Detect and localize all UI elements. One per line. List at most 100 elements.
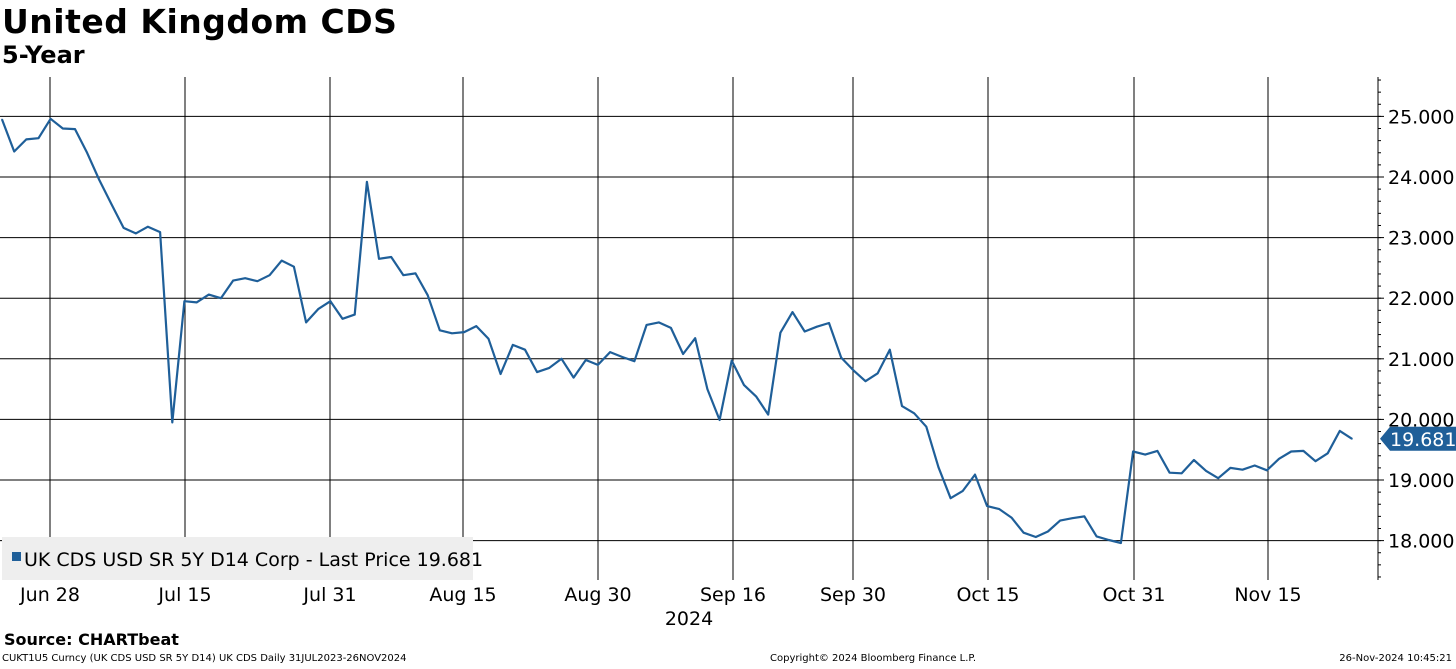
data-point	[268, 274, 271, 277]
y-tick-label: 22.000	[1388, 288, 1454, 310]
data-point	[791, 311, 794, 313]
data-point	[609, 351, 611, 353]
data-point	[122, 227, 125, 229]
data-point	[718, 419, 721, 421]
data-point	[512, 344, 514, 346]
data-point	[25, 138, 28, 141]
data-point	[1071, 517, 1074, 519]
data-point	[280, 259, 283, 262]
y-tick-label: 21.000	[1388, 349, 1454, 371]
x-tick-label: Oct 15	[956, 584, 1019, 606]
data-point	[706, 388, 709, 390]
data-point	[767, 413, 769, 416]
last-value-marker: 19.681	[1380, 426, 1456, 451]
data-point	[317, 308, 320, 310]
data-point	[341, 318, 344, 320]
data-point	[1302, 450, 1305, 452]
data-point	[366, 181, 368, 183]
x-tick-label: Jul 31	[302, 584, 356, 606]
data-point	[1, 118, 3, 121]
data-point	[560, 358, 563, 360]
data-point	[1253, 464, 1256, 467]
data-point	[670, 327, 672, 329]
data-point	[378, 258, 380, 260]
data-point	[779, 331, 782, 334]
data-point	[1351, 438, 1353, 440]
y-tick-label: 20.000	[1388, 409, 1454, 431]
x-tick-label: Sep 30	[820, 584, 886, 606]
legend[interactable]: UK CDS USD SR 5Y D14 Corp - Last Price 1…	[2, 537, 483, 580]
data-point	[1047, 530, 1049, 533]
data-point	[743, 384, 745, 386]
last-value-tag	[1380, 426, 1456, 451]
legend-swatch	[12, 552, 21, 561]
data-point	[949, 497, 952, 500]
data-point	[439, 329, 441, 332]
data-point	[1156, 450, 1159, 452]
data-point	[1314, 460, 1317, 463]
series-layer	[0, 117, 1353, 545]
copyright: Copyright© 2024 Bloomberg Finance L.P.	[770, 653, 977, 664]
data-point	[1022, 531, 1025, 534]
data-point	[329, 300, 332, 303]
data-point	[1193, 459, 1195, 461]
y-tick-label: 25.000	[1388, 106, 1454, 128]
data-point	[816, 325, 818, 328]
data-point	[1180, 472, 1183, 475]
data-point	[524, 348, 526, 351]
data-point	[1144, 453, 1146, 456]
data-point	[426, 294, 429, 297]
data-point	[803, 330, 806, 333]
data-point	[548, 367, 551, 369]
data-point	[1095, 535, 1098, 538]
data-point	[658, 321, 660, 324]
data-point	[913, 412, 915, 415]
data-point	[998, 508, 1001, 510]
data-point	[889, 348, 891, 351]
data-point	[1059, 519, 1061, 522]
data-point	[37, 137, 40, 139]
data-point	[828, 322, 830, 324]
data-point	[183, 300, 186, 303]
data-point	[1266, 469, 1268, 472]
data-point	[390, 256, 393, 258]
data-point	[256, 280, 259, 283]
data-point	[730, 359, 733, 362]
data-point	[62, 127, 64, 130]
last-value-label: 19.681	[1390, 429, 1456, 451]
x-year-label: 2024	[665, 608, 713, 630]
data-point	[451, 332, 453, 335]
data-point	[1132, 450, 1134, 453]
data-point	[49, 118, 52, 120]
y-tick-label: 19.000	[1388, 470, 1454, 492]
data-point	[597, 364, 599, 366]
source-note: Source: CHARTbeat	[4, 630, 179, 649]
data-point	[353, 313, 356, 316]
data-point	[208, 293, 210, 296]
data-point	[402, 274, 405, 277]
x-tick-label: Jun 28	[19, 584, 80, 606]
data-point	[463, 331, 466, 333]
data-point	[1120, 542, 1122, 544]
data-point	[876, 372, 879, 375]
data-point	[1083, 515, 1086, 518]
data-point	[1339, 430, 1341, 432]
data-point	[962, 490, 964, 492]
ticker-info: CUKT1U5 Curncy (UK CDS USD SR 5Y D14) UK…	[2, 653, 407, 664]
data-point	[1205, 470, 1207, 472]
x-tick-label: Jul 15	[157, 584, 211, 606]
data-point	[305, 321, 307, 324]
data-point	[13, 150, 15, 153]
data-point	[864, 380, 867, 383]
data-point	[159, 231, 161, 233]
data-point	[536, 371, 538, 373]
data-point	[901, 405, 903, 407]
data-point	[682, 353, 684, 355]
data-point	[572, 376, 575, 379]
x-tick-label: Aug 15	[429, 584, 496, 606]
data-point	[1241, 468, 1244, 471]
chart-subtitle: 5-Year	[2, 41, 85, 69]
data-point	[755, 395, 757, 398]
y-tick-label: 18.000	[1388, 531, 1454, 553]
data-point	[1035, 536, 1037, 538]
